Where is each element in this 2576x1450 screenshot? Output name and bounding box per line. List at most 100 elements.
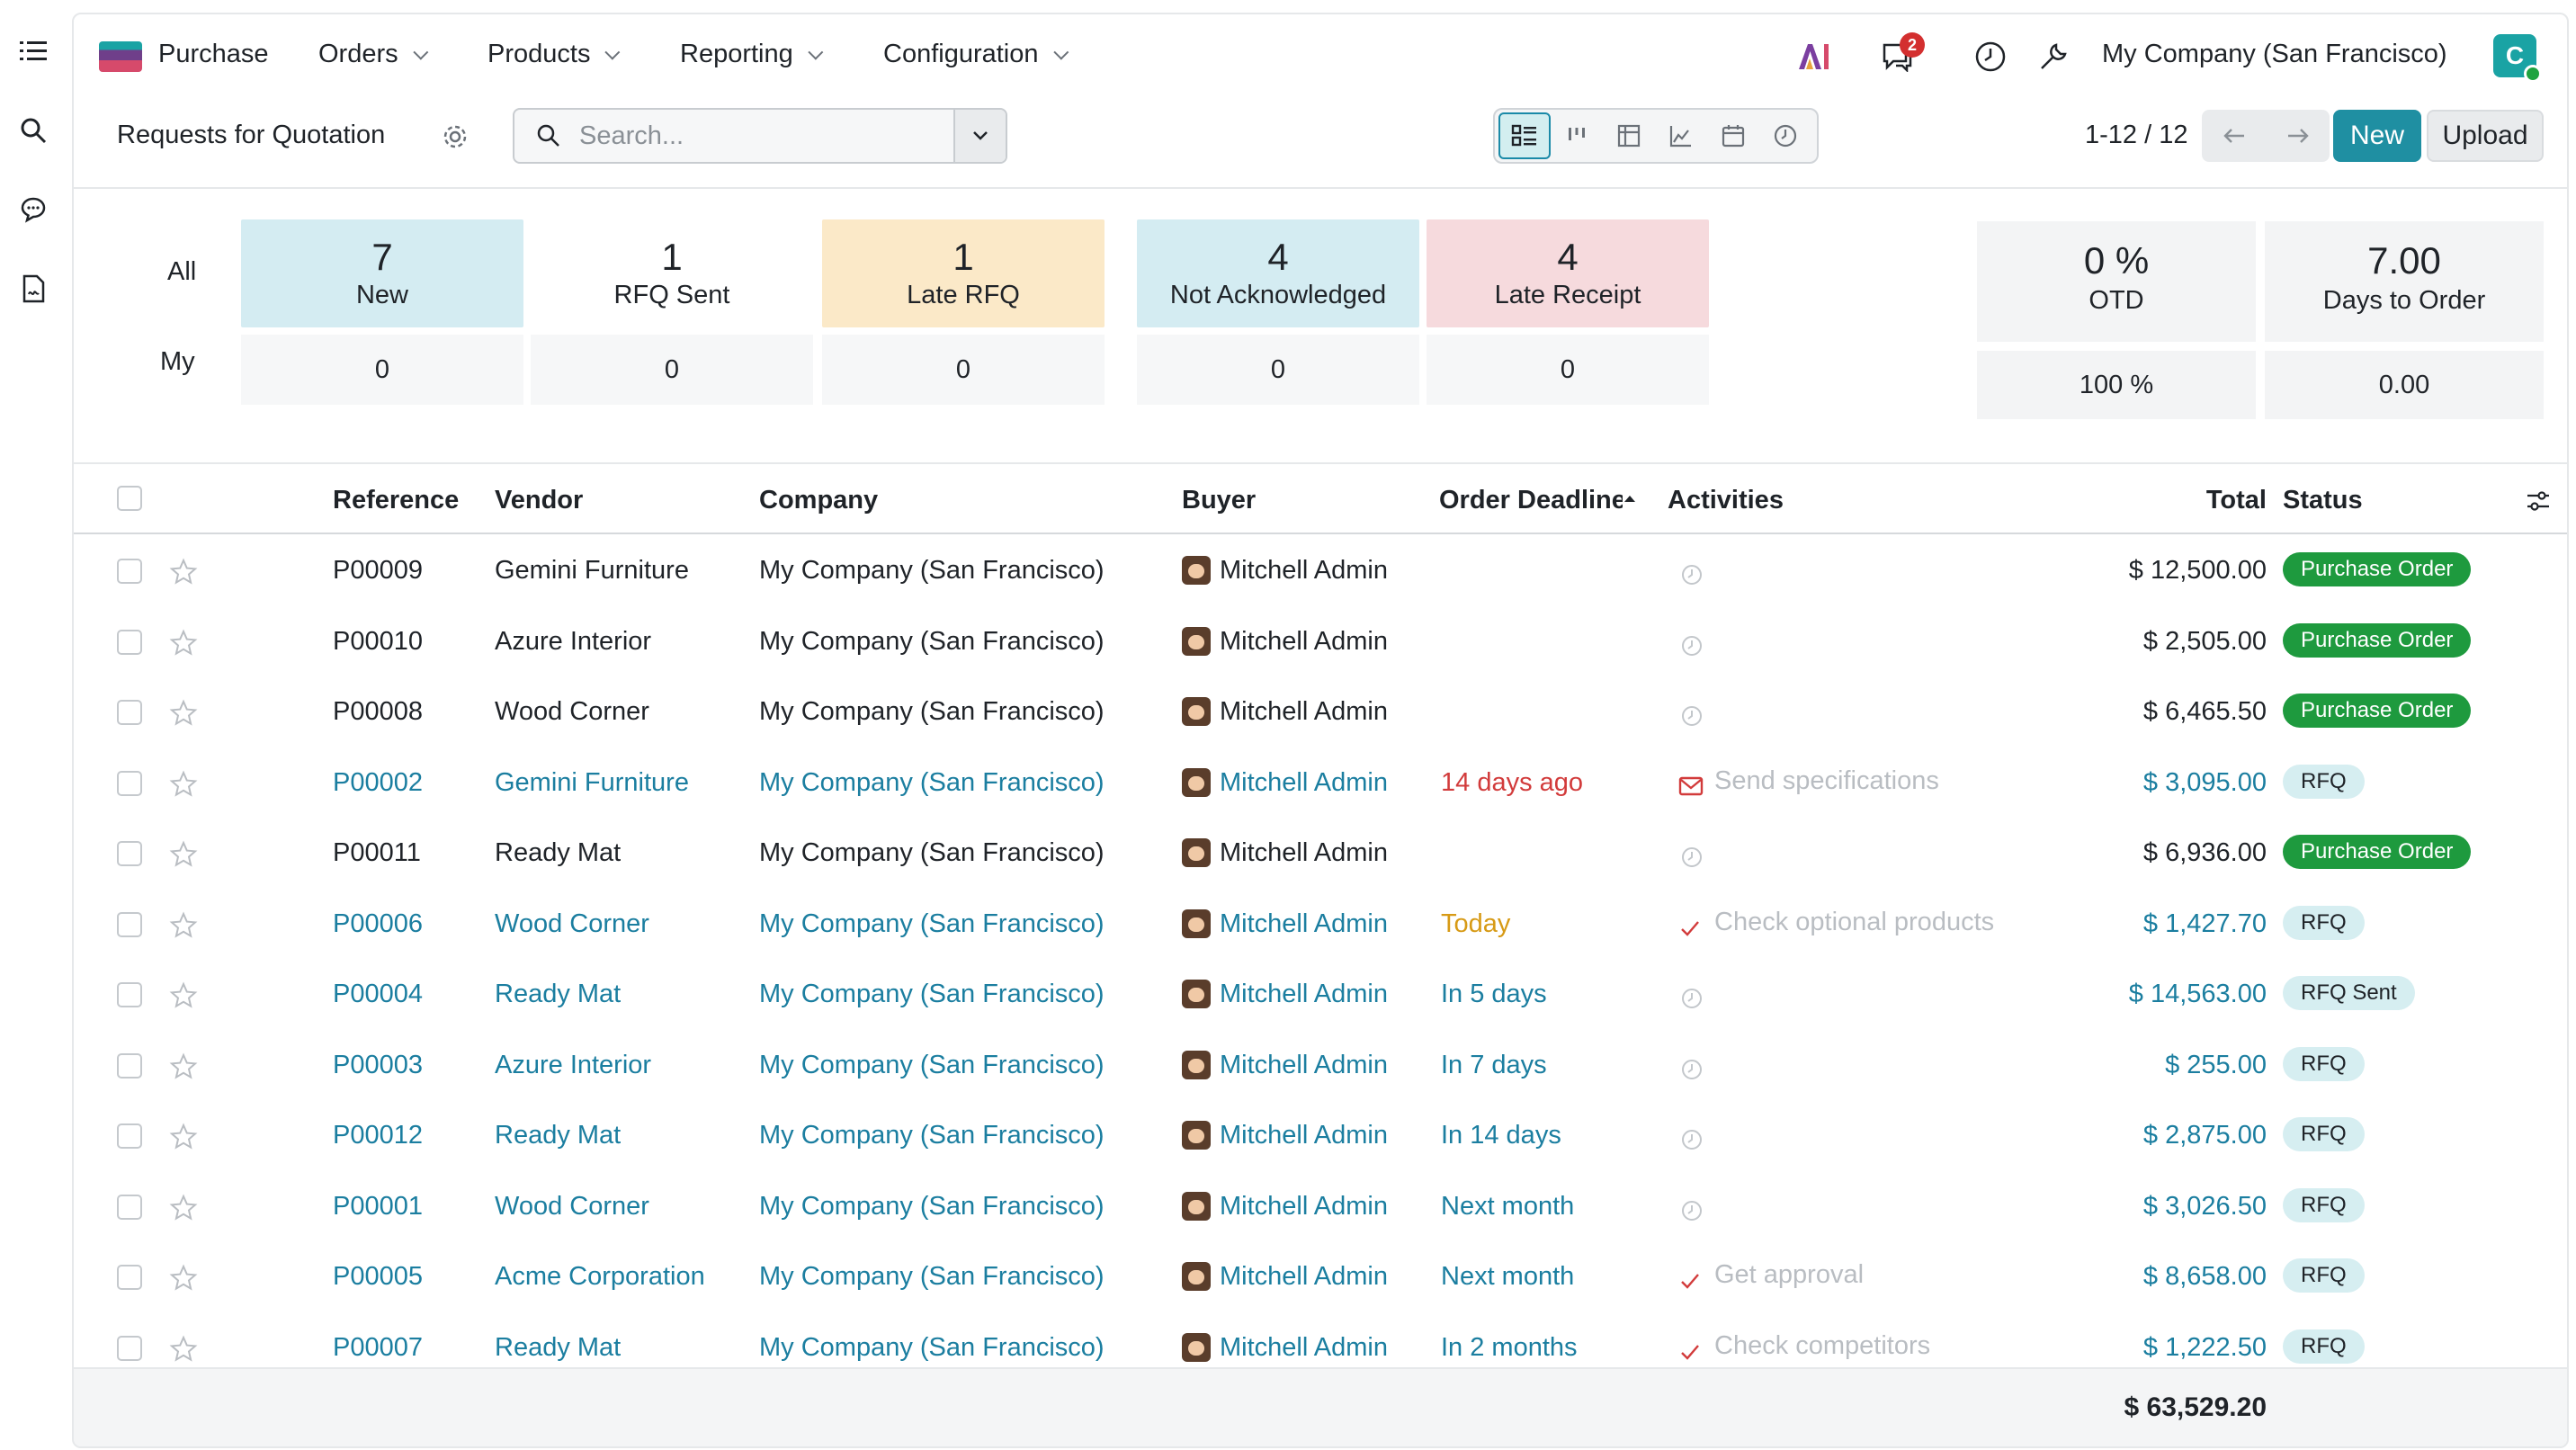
- clock-icon[interactable]: [1680, 634, 1704, 658]
- star-icon[interactable]: [169, 981, 198, 1010]
- row-checkbox[interactable]: [117, 629, 142, 655]
- row-checkbox[interactable]: [117, 982, 142, 1007]
- row-checkbox[interactable]: [117, 911, 142, 937]
- star-icon[interactable]: [169, 911, 198, 940]
- clock-icon[interactable]: [1680, 1128, 1704, 1151]
- header-vendor[interactable]: Vendor: [495, 486, 584, 515]
- wrench-icon[interactable]: [2035, 38, 2072, 76]
- list-view-button[interactable]: [1498, 112, 1551, 159]
- star-icon[interactable]: [169, 629, 198, 658]
- pager-value[interactable]: 1-12 / 12: [2085, 121, 2188, 149]
- clock-icon[interactable]: [1680, 1058, 1704, 1081]
- purchase-app-logo-icon[interactable]: [99, 41, 142, 72]
- messages-icon[interactable]: 2: [1878, 32, 1925, 76]
- star-icon[interactable]: [169, 1123, 198, 1151]
- star-icon[interactable]: [169, 1052, 198, 1081]
- row-checkbox[interactable]: [117, 1194, 142, 1220]
- search-options-toggle[interactable]: [953, 110, 1006, 162]
- row-checkbox[interactable]: [117, 1123, 142, 1149]
- check-icon[interactable]: [1678, 917, 1702, 940]
- table-row[interactable]: P00001 Wood Corner My Company (San Francis…: [74, 1172, 2567, 1242]
- row-checkbox[interactable]: [117, 1265, 142, 1290]
- dashboard-my-tile[interactable]: 0: [241, 335, 523, 405]
- star-icon[interactable]: [169, 1335, 198, 1364]
- activity-clock-icon[interactable]: [1972, 38, 2009, 76]
- list-icon[interactable]: [18, 36, 49, 67]
- row-checkbox[interactable]: [117, 1052, 142, 1079]
- row-checkbox[interactable]: [117, 700, 142, 725]
- ai-icon[interactable]: [1795, 38, 1833, 76]
- header-status[interactable]: Status: [2283, 486, 2363, 515]
- dashboard-tile[interactable]: 4 Not Acknowledged: [1137, 219, 1419, 327]
- dashboard-my-tile[interactable]: 0: [531, 335, 813, 405]
- header-order-deadline[interactable]: Order Deadline: [1439, 486, 1623, 515]
- star-icon[interactable]: [169, 770, 198, 799]
- table-row[interactable]: P00004 Ready Mat My Company (San Francisco…: [74, 960, 2567, 1030]
- table-row[interactable]: P00005 Acme Corporation My Company (San Fr…: [74, 1242, 2567, 1312]
- envelope-icon[interactable]: [1678, 775, 1704, 799]
- chat-bubble-icon[interactable]: [18, 194, 49, 225]
- dashboard-my-tile[interactable]: 0: [1137, 335, 1419, 405]
- table-row[interactable]: P00008 Wood Corner My Company (San Francis…: [74, 677, 2567, 747]
- header-activities[interactable]: Activities: [1668, 486, 1784, 515]
- dashboard-my-tile[interactable]: 0: [822, 335, 1105, 405]
- star-icon[interactable]: [169, 840, 198, 869]
- company-switcher[interactable]: My Company (San Francisco): [2102, 40, 2447, 68]
- row-checkbox[interactable]: [117, 770, 142, 796]
- star-icon[interactable]: [169, 1194, 198, 1222]
- header-buyer[interactable]: Buyer: [1182, 486, 1257, 515]
- gear-icon[interactable]: [439, 121, 471, 153]
- graph-view-button[interactable]: [1655, 112, 1707, 159]
- table-row[interactable]: P00012 Ready Mat My Company (San Francisco…: [74, 1101, 2567, 1171]
- activity-view-button[interactable]: [1759, 112, 1811, 159]
- star-icon[interactable]: [169, 1264, 198, 1293]
- upload-button[interactable]: Upload: [2427, 110, 2544, 162]
- dashboard-tile[interactable]: 1 RFQ Sent: [531, 219, 813, 327]
- app-name[interactable]: Purchase: [158, 40, 269, 68]
- header-company[interactable]: Company: [759, 486, 879, 515]
- menu-configuration[interactable]: Configuration: [883, 40, 1069, 69]
- table-row[interactable]: P00006 Wood Corner My Company (San Francis…: [74, 890, 2567, 960]
- new-button[interactable]: New: [2333, 110, 2421, 162]
- row-checkbox[interactable]: [117, 841, 142, 866]
- pager-previous-button[interactable]: [2202, 110, 2266, 162]
- dashboard-tile[interactable]: 1 Late RFQ: [822, 219, 1105, 327]
- row-checkbox[interactable]: [117, 1335, 142, 1361]
- star-icon[interactable]: [169, 558, 198, 586]
- dashboard-tile[interactable]: 4 Late Receipt: [1427, 219, 1709, 327]
- star-icon[interactable]: [169, 699, 198, 728]
- activity-summary[interactable]: Check competitors: [1714, 1330, 1931, 1360]
- dashboard-my-tile[interactable]: 0: [1427, 335, 1709, 405]
- pager-next-button[interactable]: [2266, 110, 2330, 162]
- clock-icon[interactable]: [1680, 846, 1704, 869]
- clock-icon[interactable]: [1680, 563, 1704, 586]
- user-avatar[interactable]: C: [2493, 34, 2542, 83]
- table-row[interactable]: P00007 Ready Mat My Company (San Francisco…: [74, 1313, 2567, 1383]
- header-total[interactable]: Total: [2205, 486, 2267, 515]
- document-sign-icon[interactable]: [18, 273, 49, 304]
- row-checkbox[interactable]: [117, 559, 142, 584]
- search-bar[interactable]: Search...: [513, 108, 1007, 164]
- calendar-view-button[interactable]: [1707, 112, 1759, 159]
- dashboard-tile[interactable]: 7 New: [241, 219, 523, 327]
- table-row[interactable]: P00009 Gemini Furniture My Company (San Fr…: [74, 536, 2567, 606]
- check-icon[interactable]: [1678, 1269, 1702, 1293]
- table-row[interactable]: P00010 Azure Interior My Company (San Fran…: [74, 607, 2567, 677]
- select-all-checkbox[interactable]: [117, 486, 142, 511]
- activity-summary[interactable]: Send specifications: [1714, 765, 1939, 795]
- search-icon[interactable]: [18, 115, 49, 146]
- menu-products[interactable]: Products: [487, 40, 621, 69]
- menu-reporting[interactable]: Reporting: [680, 40, 824, 69]
- pivot-view-button[interactable]: [1603, 112, 1655, 159]
- activity-summary[interactable]: Check optional products: [1714, 907, 1995, 936]
- search-input[interactable]: Search...: [579, 121, 684, 150]
- column-settings-icon[interactable]: [2526, 489, 2551, 513]
- clock-icon[interactable]: [1680, 1199, 1704, 1222]
- table-row[interactable]: P00002 Gemini Furniture My Company (San Fr…: [74, 748, 2567, 819]
- menu-orders[interactable]: Orders: [318, 40, 428, 69]
- kanban-view-button[interactable]: [1551, 112, 1603, 159]
- clock-icon[interactable]: [1680, 704, 1704, 728]
- check-icon[interactable]: [1678, 1340, 1702, 1364]
- table-row[interactable]: P00003 Azure Interior My Company (San Fran…: [74, 1031, 2567, 1101]
- header-reference[interactable]: Reference: [333, 486, 460, 515]
